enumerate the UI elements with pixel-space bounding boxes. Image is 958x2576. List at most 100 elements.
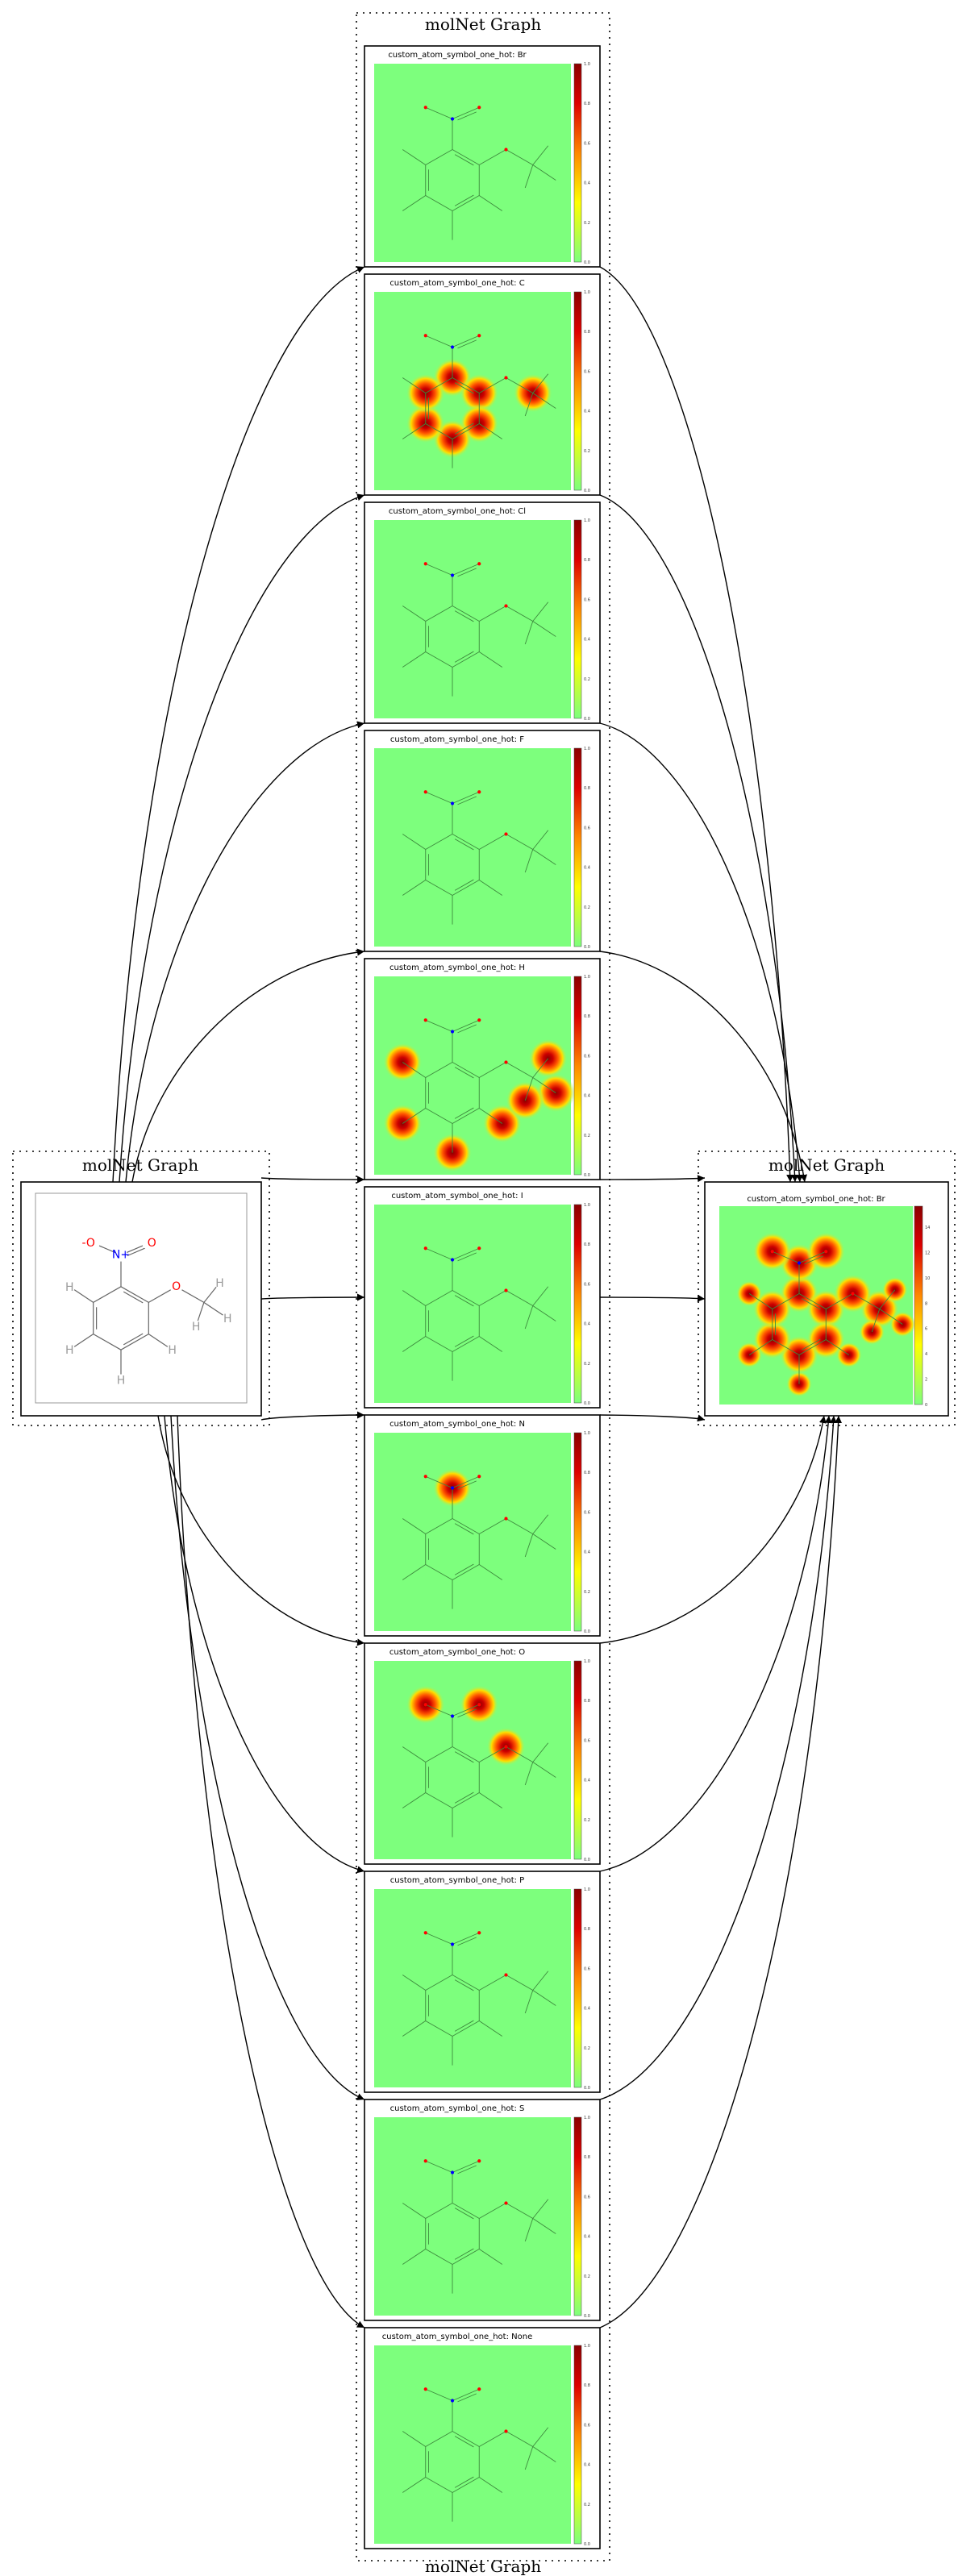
bond-line — [772, 1251, 800, 1263]
bond-line — [479, 2477, 502, 2493]
bond-line — [425, 2160, 453, 2173]
output-colorbar-tick-label: 0 — [925, 1403, 927, 1408]
bond-line — [452, 1564, 480, 1580]
input-node-title: molNet Graph — [82, 1155, 198, 1175]
feature-panel-n[interactable]: custom_atom_symbol_one_hot: N 0.0 0.2 0.4 0.… — [364, 1414, 601, 1637]
atom-label-o2: O — [172, 1280, 181, 1293]
bond-line — [532, 373, 549, 393]
colorbar-tick-label: 0.8 — [584, 102, 590, 106]
edge-input-to-panel — [177, 1415, 365, 2328]
colorbar-tick-label: 0.8 — [584, 1471, 590, 1475]
atom-marker — [477, 1018, 481, 1022]
feature-panel-f[interactable]: custom_atom_symbol_one_hot: F 0.0 0.2 0.4 0.… — [364, 730, 601, 952]
bond-line — [402, 377, 426, 393]
colorbar-tick-label: 0.6 — [584, 1738, 590, 1743]
output-panel-title: custom_atom_symbol_one_hot: Br — [747, 1195, 885, 1204]
heatmap-background — [374, 2117, 571, 2316]
double-bond-line — [801, 1338, 821, 1350]
bond-line — [93, 1286, 122, 1303]
bond-line — [425, 834, 453, 850]
feature-panel-i[interactable]: custom_atom_symbol_one_hot: I 0.0 0.2 0.4 0.… — [364, 1186, 601, 1409]
bond-line — [402, 423, 426, 439]
bond-line — [402, 1975, 426, 1991]
bond-line — [532, 1077, 556, 1093]
colorbar-tick-label: 1.0 — [584, 2116, 590, 2120]
double-bond-line — [457, 568, 477, 577]
bond-line — [402, 2249, 426, 2265]
bond-line — [879, 1289, 896, 1309]
edge-input-to-panel — [164, 1415, 365, 1874]
bond-line — [452, 2388, 480, 2401]
colorbar — [573, 63, 582, 263]
bond-line — [402, 1564, 426, 1580]
atom-marker — [477, 334, 481, 338]
atom-marker — [504, 604, 508, 608]
label-backdrop — [169, 1280, 183, 1293]
bond-line — [479, 1746, 506, 1762]
bond-line — [452, 106, 480, 119]
bond-line — [532, 2218, 556, 2234]
edge-panel-to-output — [599, 1415, 843, 2328]
double-bond-line — [454, 194, 474, 206]
atom-marker — [450, 117, 455, 121]
double-bond-line — [457, 1480, 477, 1490]
atom-marker — [504, 1745, 508, 1749]
feature-panel-br[interactable]: custom_atom_symbol_one_hot: Br 0.0 0.2 0.4 0… — [364, 45, 601, 268]
feature-panel-s[interactable]: custom_atom_symbol_one_hot: S 0.0 0.2 0.4 0.… — [364, 2099, 601, 2321]
panel-title: custom_atom_symbol_one_hot: Cl — [389, 507, 526, 516]
graph-edges — [112, 266, 843, 2328]
colorbar-tick-label: 0.2 — [584, 2274, 590, 2279]
feature-panel-cl[interactable]: custom_atom_symbol_one_hot: Cl 0.0 0.2 0.4 0… — [364, 501, 601, 724]
bond-line — [425, 423, 453, 439]
double-bond-line — [457, 1708, 477, 1718]
atom-label-h: H — [223, 1313, 232, 1325]
bond-line — [871, 1309, 881, 1333]
bond-line — [452, 2160, 480, 2173]
edge-panel-to-output — [599, 951, 808, 1183]
bond-line — [402, 2203, 426, 2219]
feature-panel-none[interactable]: custom_atom_symbol_one_hot: None 0.0 0.2 0.… — [364, 2327, 601, 2549]
double-bond-line — [454, 651, 474, 663]
bond-line — [798, 1251, 827, 1263]
double-bond-line — [454, 1107, 474, 1119]
label-backdrop — [190, 1320, 202, 1332]
bond-line — [532, 164, 556, 181]
feature-panel-p[interactable]: custom_atom_symbol_one_hot: P 0.0 0.2 0.4 0.… — [364, 1871, 601, 2093]
bond-line — [479, 2249, 502, 2265]
colorbar — [573, 1204, 582, 1404]
colorbar-tick-label: 1.0 — [584, 1887, 590, 1892]
bond-line — [452, 1108, 480, 1124]
bond-line — [452, 1975, 480, 1991]
feature-panel-c[interactable]: custom_atom_symbol_one_hot: C 0.0 0.2 0.4 0.… — [364, 273, 601, 496]
colorbar-tick-label: 0.4 — [584, 2235, 590, 2240]
atom-marker — [423, 1931, 427, 1935]
bond-line — [479, 149, 506, 165]
bond-line — [452, 2020, 480, 2037]
bond-line — [524, 2446, 534, 2470]
bond-line — [532, 1305, 556, 1321]
heatmap-background — [374, 748, 571, 947]
colorbar-tick-label: 0.8 — [584, 558, 590, 563]
label-backdrop — [115, 1374, 127, 1386]
atom-label-h: H — [215, 1277, 224, 1290]
feature-panel-o[interactable]: custom_atom_symbol_one_hot: O 0.0 0.2 0.4 0.… — [364, 1642, 601, 1865]
atom-marker — [504, 1973, 508, 1977]
double-bond-line — [454, 2020, 474, 2032]
bond-line — [524, 2218, 534, 2242]
bond-line — [506, 1975, 533, 1991]
bond-line — [402, 1792, 426, 1808]
bond-line — [479, 880, 502, 896]
panel-title: custom_atom_symbol_one_hot: C — [389, 279, 524, 288]
bond-line — [506, 1290, 533, 1306]
feature-panel-h[interactable]: custom_atom_symbol_one_hot: H 0.0 0.2 0.4 0.… — [364, 958, 601, 1180]
atom-label-h: H — [168, 1344, 177, 1357]
edge-input-to-panel — [260, 1293, 365, 1301]
label-backdrop — [214, 1276, 226, 1288]
bond-line — [749, 1339, 773, 1355]
double-bond-line — [454, 1295, 474, 1307]
bond-line — [879, 1309, 903, 1325]
atom-marker — [477, 1475, 481, 1479]
bond-line — [452, 1792, 480, 1808]
atom-marker — [504, 832, 508, 836]
bond-line — [479, 1062, 506, 1078]
